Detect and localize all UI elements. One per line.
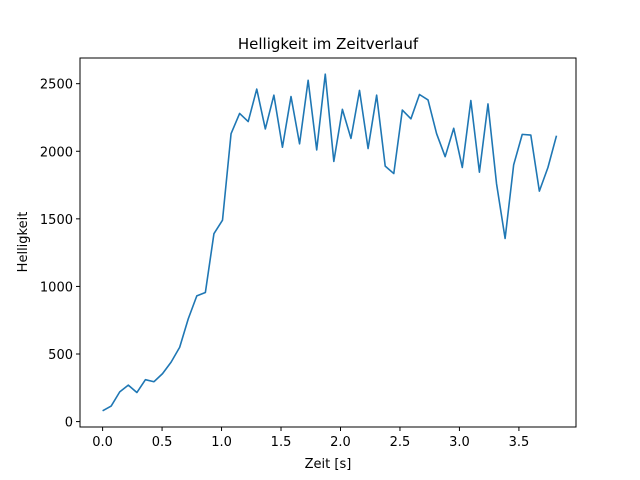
series-line-helligkeit [102, 73, 558, 412]
x-tick-label: 2.5 [390, 435, 411, 450]
chart-title: Helligkeit im Zeitverlauf [238, 35, 419, 53]
y-tick-label: 1500 [40, 213, 73, 228]
x-tick-label: 3.0 [449, 435, 470, 450]
y-tick-label: 2500 [40, 78, 73, 93]
x-axis-ticks: 0.0 0.5 1.0 1.5 2.0 2.5 3.0 3.5 [92, 427, 529, 450]
y-axis-ticks: 0 500 1000 1500 2000 2500 [40, 78, 80, 431]
y-tick-label: 2000 [40, 145, 73, 160]
x-tick-label: 3.5 [509, 435, 530, 450]
x-tick-label: 0.5 [152, 435, 173, 450]
y-tick-label: 1000 [40, 280, 73, 295]
x-axis-title: Zeit [s] [305, 457, 352, 472]
x-tick-label: 1.5 [271, 435, 292, 450]
y-tick-label: 500 [48, 348, 73, 363]
series-layer [102, 73, 558, 412]
x-tick-label: 1.0 [211, 435, 232, 450]
y-axis-title: Helligkeit [16, 212, 31, 273]
y-tick-label: 0 [65, 416, 73, 431]
plot-area-frame [79, 57, 577, 428]
x-tick-label: 0.0 [92, 435, 113, 450]
x-tick-label: 2.0 [330, 435, 351, 450]
